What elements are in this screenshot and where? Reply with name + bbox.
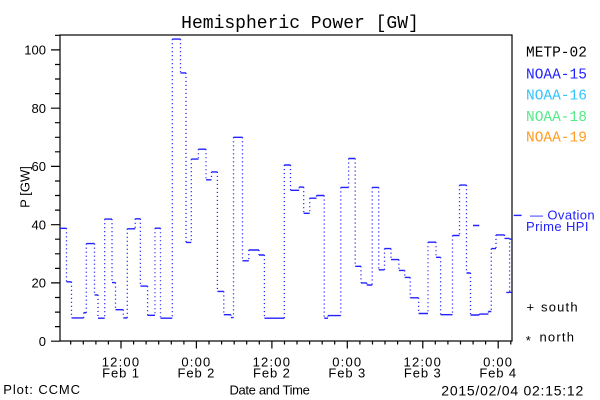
svg-text:Feb 1: Feb 1 [102,366,140,381]
svg-text:*: * [526,333,531,348]
svg-text:NOAA-18: NOAA-18 [526,110,587,126]
svg-text:Hemispheric Power [GW]: Hemispheric Power [GW] [181,14,419,34]
svg-text:Feb 4: Feb 4 [479,366,517,381]
svg-text:0:00: 0:00 [181,354,211,369]
svg-text:METP-02: METP-02 [526,46,587,62]
svg-text:12:00: 12:00 [253,354,292,369]
svg-text:NOAA-16: NOAA-16 [526,89,587,105]
svg-text:2015/02/04 02:15:12: 2015/02/04 02:15:12 [441,382,584,398]
svg-text:0:00: 0:00 [332,354,362,369]
svg-text:Feb 3: Feb 3 [328,366,366,381]
svg-text:0:00: 0:00 [483,354,513,369]
svg-text:Prime HPI: Prime HPI [526,219,589,234]
svg-text:12:00: 12:00 [102,354,141,369]
svg-text:60: 60 [32,159,46,174]
svg-text:NOAA-15: NOAA-15 [526,68,587,84]
svg-text:Feb 2: Feb 2 [178,366,216,381]
svg-text:Feb 3: Feb 3 [404,366,442,381]
svg-text:NOAA-19: NOAA-19 [526,131,587,147]
svg-text:12:00: 12:00 [404,354,443,369]
svg-text:Feb 2: Feb 2 [253,366,291,381]
svg-text:P [GW]: P [GW] [18,166,33,208]
svg-text:40: 40 [32,217,46,232]
svg-text:0: 0 [39,334,46,349]
svg-text:20: 20 [32,276,46,291]
svg-text:100: 100 [24,43,46,58]
svg-text:+: + [527,300,535,315]
svg-text:south: south [541,300,579,315]
svg-text:— Ovation: — Ovation [530,208,595,223]
svg-text:Date and Time: Date and Time [230,383,310,398]
svg-text:Plot: CCMC: Plot: CCMC [3,382,81,397]
svg-text:80: 80 [32,101,46,116]
svg-text:north: north [540,330,576,345]
